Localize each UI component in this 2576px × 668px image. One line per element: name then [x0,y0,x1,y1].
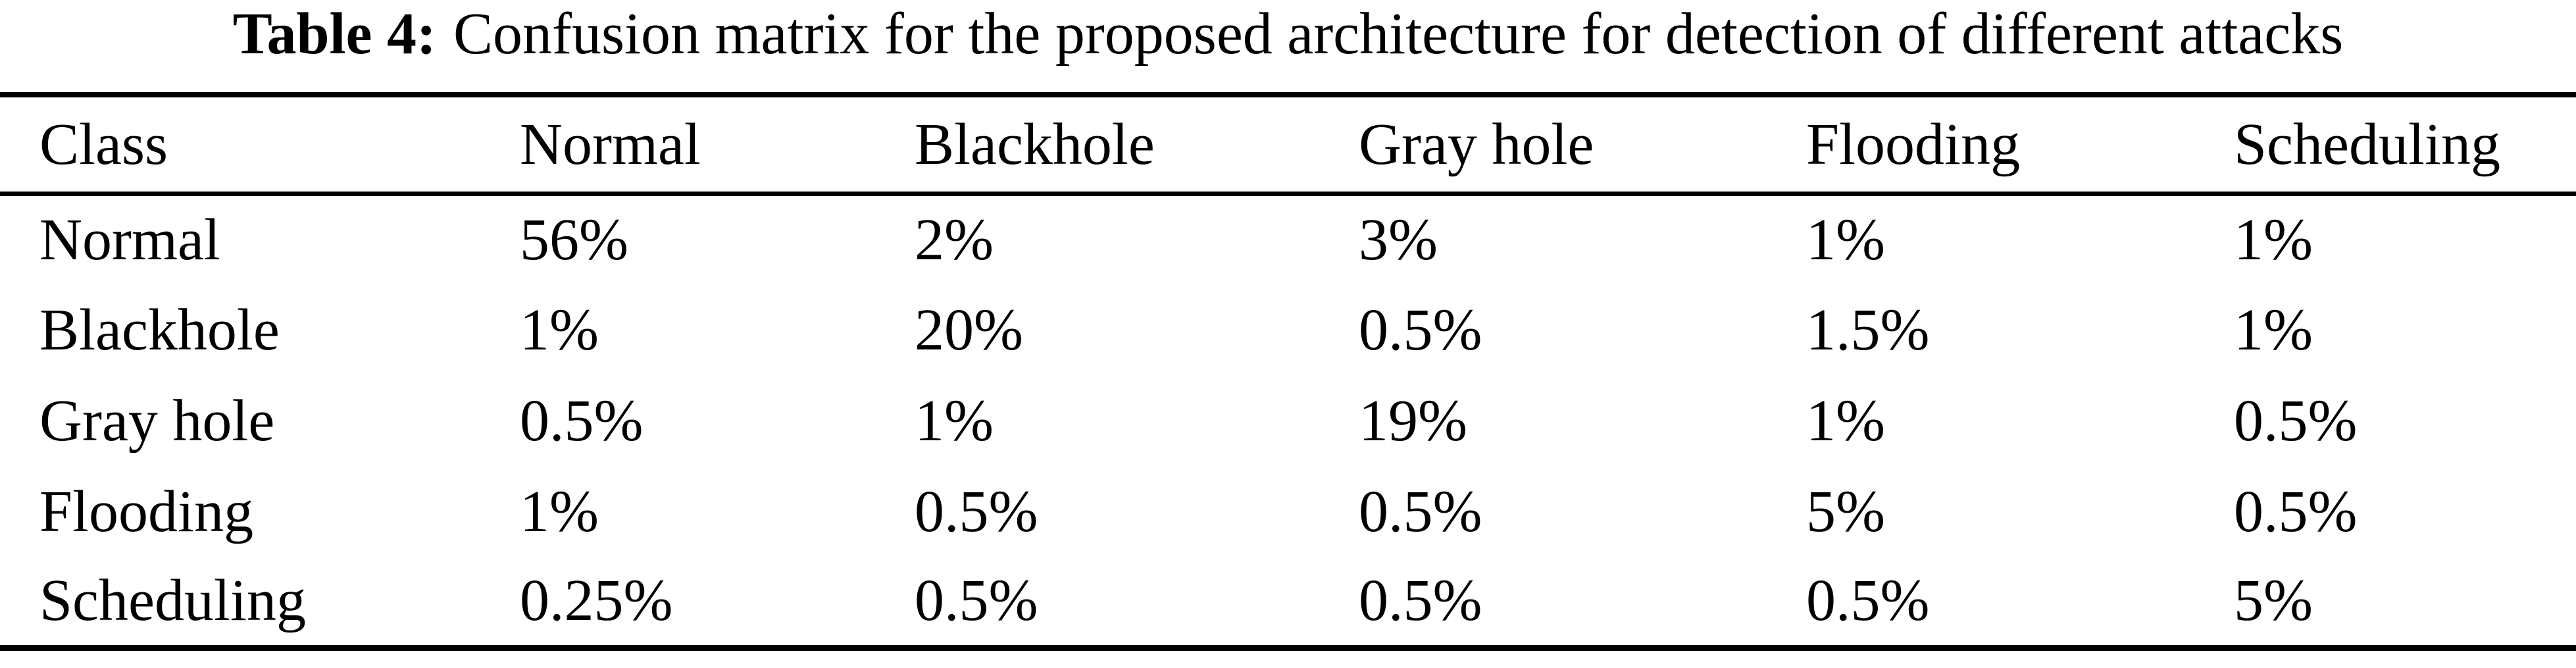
column-header-flooding: Flooding [1806,111,2021,177]
cell-normal-gray-hole: 3% [1359,207,1438,273]
table-row-blackhole: Blackhole 1% 20% 0.5% 1.5% 1% [0,284,2576,375]
table-caption-text: Confusion matrix for the proposed archit… [453,1,2344,66]
cell-gray-hole-flooding: 1% [1806,388,1885,453]
row-header-scheduling: Scheduling [39,568,306,634]
table-row-gray-hole: Gray hole 0.5% 1% 19% 1% 0.5% [0,375,2576,466]
confusion-matrix-table: Class Normal Blackhole Gray hole Floodin… [0,92,2576,651]
table-caption: Table 4: Confusion matrix for the propos… [0,0,2576,92]
row-header-gray-hole: Gray hole [39,388,275,453]
column-header-normal: Normal [520,111,701,177]
cell-normal-normal: 56% [520,207,628,273]
cell-normal-scheduling: 1% [2234,207,2313,273]
column-header-class: Class [39,111,168,177]
header-row: Class Normal Blackhole Gray hole Floodin… [0,95,2576,193]
cell-flooding-normal: 1% [520,478,599,544]
table-row-scheduling: Scheduling 0.25% 0.5% 0.5% 0.5% 5% [0,557,2576,648]
cell-scheduling-scheduling: 5% [2234,568,2313,634]
column-header-scheduling: Scheduling [2234,111,2500,177]
row-header-blackhole: Blackhole [39,297,280,363]
column-header-blackhole: Blackhole [915,111,1155,177]
cell-flooding-blackhole: 0.5% [915,478,1038,544]
cell-scheduling-gray-hole: 0.5% [1359,568,1482,634]
table-caption-label: Table 4: [232,1,436,66]
column-header-gray-hole: Gray hole [1359,111,1594,177]
cell-gray-hole-gray-hole: 19% [1359,388,1467,453]
table-row-flooding: Flooding 1% 0.5% 0.5% 5% 0.5% [0,466,2576,557]
cell-gray-hole-normal: 0.5% [520,388,644,453]
cell-blackhole-gray-hole: 0.5% [1359,297,1482,363]
cell-gray-hole-scheduling: 0.5% [2234,388,2358,453]
cell-blackhole-normal: 1% [520,297,599,363]
cell-gray-hole-blackhole: 1% [915,388,994,453]
cell-blackhole-scheduling: 1% [2234,297,2313,363]
cell-flooding-gray-hole: 0.5% [1359,478,1482,544]
cell-scheduling-normal: 0.25% [520,568,673,634]
cell-normal-flooding: 1% [1806,207,1885,273]
cell-scheduling-blackhole: 0.5% [915,568,1038,634]
row-header-flooding: Flooding [39,478,254,544]
cell-scheduling-flooding: 0.5% [1806,568,1930,634]
cell-flooding-scheduling: 0.5% [2234,478,2358,544]
cell-blackhole-blackhole: 20% [915,297,1023,363]
cell-blackhole-flooding: 1.5% [1806,297,1930,363]
cell-normal-blackhole: 2% [915,207,994,273]
table-row-normal: Normal 56% 2% 3% 1% 1% [0,193,2576,284]
row-header-normal: Normal [39,207,220,273]
cell-flooding-flooding: 5% [1806,478,1885,544]
